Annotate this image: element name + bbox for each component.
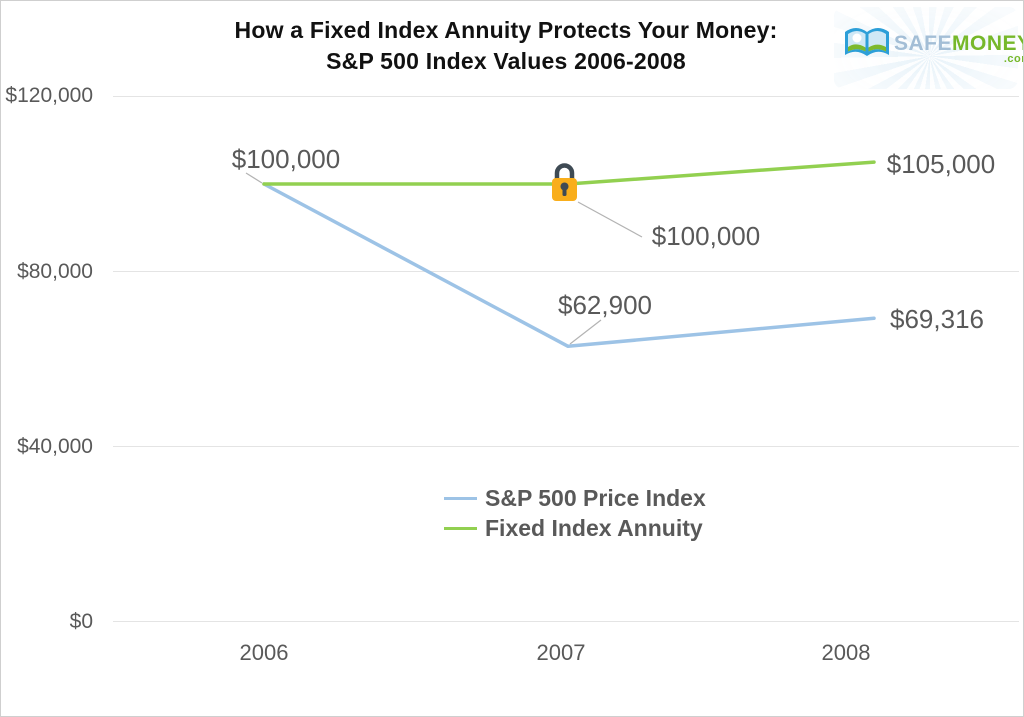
gridline-80000 <box>113 271 1019 272</box>
legend-item-sp500: S&P 500 Price Index <box>444 483 706 513</box>
legend-swatch-sp500 <box>444 496 477 500</box>
gridline-120000 <box>113 96 1019 97</box>
y-axis-label-120000: $120,000 <box>5 84 93 107</box>
legend-label-fia: Fixed Index Annuity <box>485 515 703 541</box>
gridline-0 <box>113 621 1019 622</box>
fixed-index-annuity-line <box>262 160 876 186</box>
open-book-icon <box>845 28 889 56</box>
gridline-40000 <box>113 446 1019 447</box>
chart-title-line1: How a Fixed Index Annuity Protects Your … <box>234 17 778 43</box>
legend-label-sp500: S&P 500 Price Index <box>485 485 706 511</box>
data-label-sp-2007: $62,900 <box>558 290 652 320</box>
logo-text-money: MONEY <box>952 32 1024 55</box>
y-axis-label-80000: $80,000 <box>17 260 93 283</box>
data-label-fia-2007: $100,000 <box>651 221 761 251</box>
legend-item-fia: Fixed Index Annuity <box>444 513 706 543</box>
y-axis-label-0: $0 <box>69 610 93 633</box>
y-axis-label-40000: $40,000 <box>17 435 93 458</box>
x-axis-label-2006: 2006 <box>239 640 289 665</box>
chart-title-line2: S&P 500 Index Values 2006-2008 <box>326 48 686 74</box>
leader-line-sp-2007 <box>569 319 602 345</box>
logo-text: SAFEMONEY .com <box>894 32 1024 65</box>
safemoney-logo: SAFEMONEY .com <box>834 7 1023 89</box>
lock-icon <box>552 163 577 201</box>
data-label-fia-2008: $105,000 <box>886 149 996 179</box>
logo-text-safe: SAFE <box>894 32 953 55</box>
legend-swatch-fia <box>444 526 477 530</box>
sp500-line <box>262 182 876 349</box>
leader-line-fia-2007 <box>577 201 643 238</box>
chart-title: How a Fixed Index Annuity Protects Your … <box>11 15 1001 77</box>
x-axis-label-2008: 2008 <box>821 640 871 665</box>
data-label-sp-2008: $69,316 <box>890 304 984 334</box>
data-label-sp-2006: $100,000 <box>231 144 341 174</box>
legend: S&P 500 Price Index Fixed Index Annuity <box>444 483 706 543</box>
logo-text-com: .com <box>1003 53 1023 65</box>
x-axis-label-2007: 2007 <box>536 640 586 665</box>
